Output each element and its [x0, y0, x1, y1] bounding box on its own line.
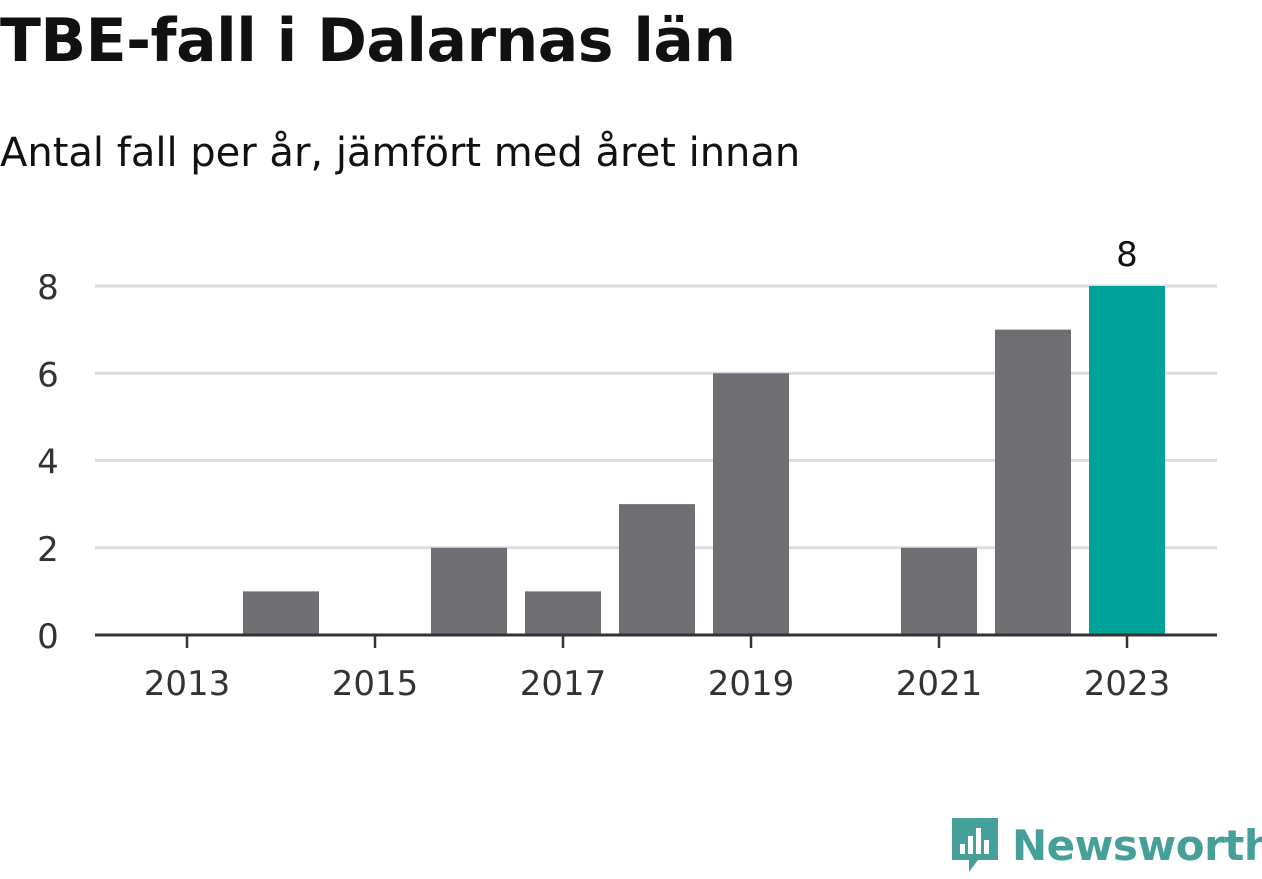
bars	[243, 286, 1165, 635]
x-tick-label: 2019	[708, 664, 795, 704]
x-tick-label: 2021	[896, 664, 983, 704]
y-tick-label: 2	[37, 530, 59, 570]
bar-highlight	[1089, 286, 1165, 635]
bar	[619, 504, 695, 635]
brand-name: Newsworthy	[1012, 820, 1262, 870]
y-tick-label: 6	[37, 355, 59, 395]
y-tick-label: 0	[37, 617, 59, 657]
bar-chart-speech-bubble-icon	[952, 818, 998, 872]
bar	[431, 547, 507, 635]
bar	[995, 329, 1071, 635]
chart-subtitle: Antal fall per år, jämfört med året inna…	[0, 130, 801, 176]
y-tick-label: 8	[37, 268, 59, 308]
chart-title: TBE-fall i Dalarnas län	[0, 6, 736, 76]
bar	[901, 547, 977, 635]
x-tick-label: 2017	[520, 664, 607, 704]
x-tick-label: 2013	[144, 664, 231, 704]
bar	[525, 591, 601, 635]
bar	[713, 373, 789, 635]
bar	[243, 591, 319, 635]
labels: 0 2 4 6 8 2013 2015 2017 2019 2021 8 2023	[37, 235, 1170, 704]
y-tick-label: 4	[37, 443, 59, 483]
brand-logo: Newsworthy	[950, 816, 1262, 874]
x-tick-label: 2015	[332, 664, 419, 704]
axes	[95, 633, 1217, 648]
x-tick-label: 2023	[1084, 664, 1171, 704]
bar-value-label: 8	[1116, 235, 1138, 275]
